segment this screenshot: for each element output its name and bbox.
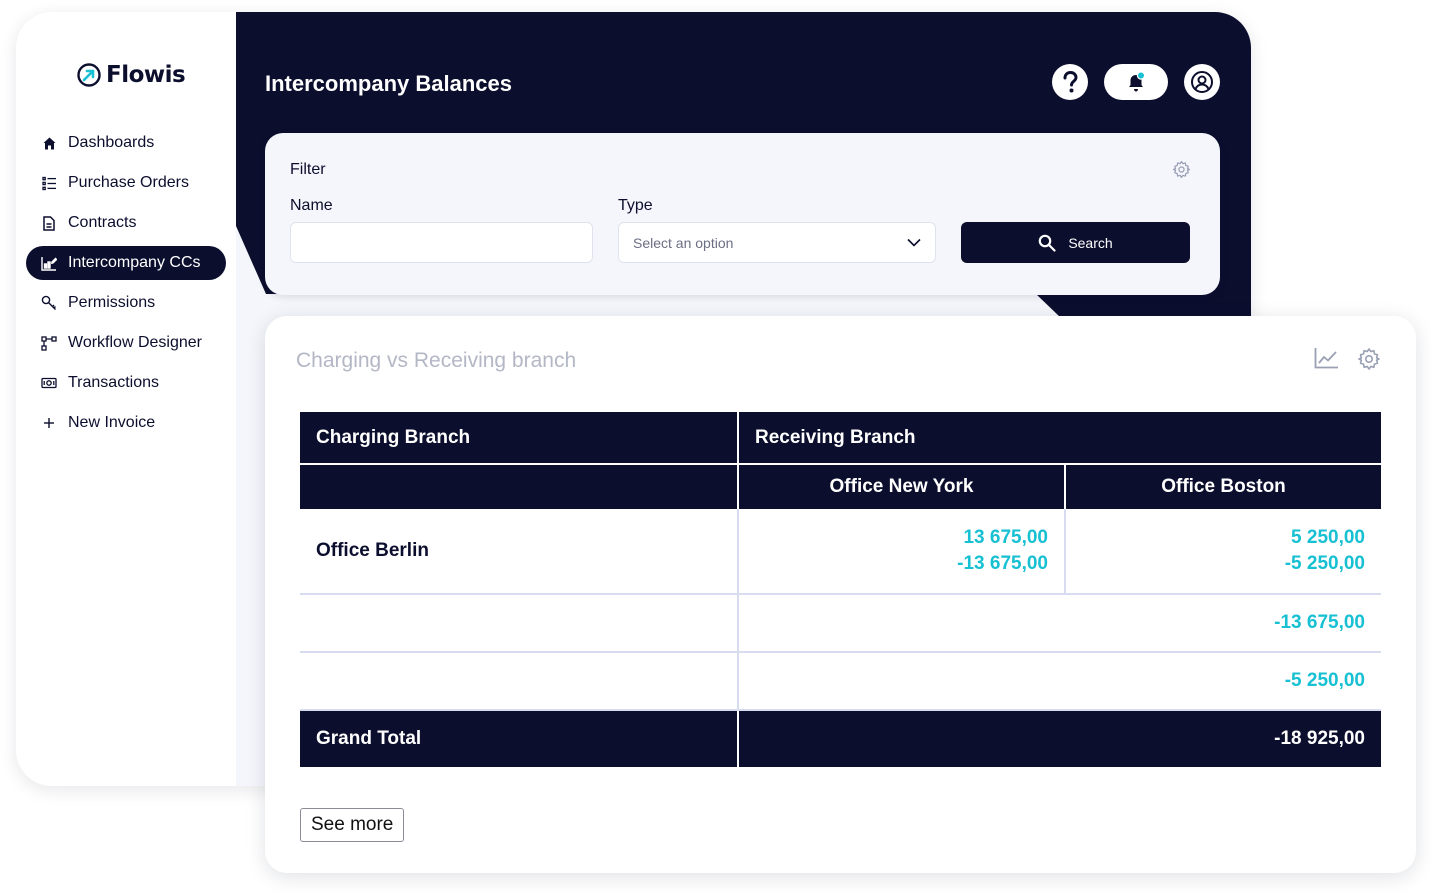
name-label: Name xyxy=(290,197,333,214)
name-input[interactable] xyxy=(290,222,593,263)
empty-cell xyxy=(300,594,738,653)
page-title: Intercompany Balances xyxy=(265,71,512,96)
table-row: -5 250,00 xyxy=(300,652,1381,711)
money-icon xyxy=(41,375,57,391)
filter-settings-gear-icon[interactable] xyxy=(1172,160,1191,179)
sidebar-item-label: Permissions xyxy=(68,294,156,311)
sidebar-item-dashboards[interactable]: Dashboards xyxy=(26,126,226,160)
cell-value: -5 250,00 xyxy=(1284,553,1365,574)
sidebar-item-intercompany-ccs[interactable]: Intercompany CCs xyxy=(26,246,226,280)
notification-bell-icon xyxy=(1129,71,1146,92)
search-button-label: Search xyxy=(1068,234,1113,251)
cell-value: 13 675,00 xyxy=(963,527,1048,548)
home-icon xyxy=(41,135,57,151)
search-icon xyxy=(1039,234,1056,252)
cell-value: 5 250,00 xyxy=(1291,527,1365,548)
user-avatar-icon xyxy=(1191,71,1213,93)
search-button[interactable]: Search xyxy=(961,222,1190,263)
table-subheader-row: Office New York Office Boston xyxy=(300,463,1381,509)
notifications-button[interactable] xyxy=(1104,64,1168,100)
report-card: Charging vs Receiving branch Charging Br… xyxy=(265,316,1416,873)
help-icon xyxy=(1063,70,1078,93)
plus-icon xyxy=(41,415,57,431)
table-row: -13 675,00 xyxy=(300,594,1381,653)
sidebar-item-label: Workflow Designer xyxy=(68,334,202,351)
subtotal-cell: -13 675,00 xyxy=(737,594,1381,653)
grand-total-label: Grand Total xyxy=(300,710,738,767)
sidebar-item-label: Transactions xyxy=(68,374,159,391)
sidebar-item-label: Intercompany CCs xyxy=(68,254,201,271)
sidebar-item-permissions[interactable]: Permissions xyxy=(26,286,226,320)
charging-branch-header: Charging Branch xyxy=(300,412,738,464)
balances-table: Charging Branch Receiving Branch Office … xyxy=(300,412,1381,767)
table-row: Office Berlin 13 675,00 -13 675,00 5 250… xyxy=(300,509,1381,595)
report-title: Charging vs Receiving branch xyxy=(296,349,577,372)
sidebar-item-contracts[interactable]: Contracts xyxy=(26,206,226,240)
table-header-row: Charging Branch Receiving Branch xyxy=(300,412,1381,464)
sidebar-item-label: New Invoice xyxy=(68,414,156,431)
profile-button[interactable] xyxy=(1184,64,1220,100)
type-select[interactable]: Select an option xyxy=(618,222,936,263)
sidebar-item-label: Dashboards xyxy=(68,134,155,151)
list-icon xyxy=(41,175,57,191)
grand-total-row: Grand Total -18 925,00 xyxy=(300,710,1381,767)
chart-edit-icon xyxy=(41,255,57,271)
cell-boston: 5 250,00 -5 250,00 xyxy=(1064,509,1381,595)
column-header-office-new-york: Office New York xyxy=(737,463,1065,509)
row-label-office-berlin: Office Berlin xyxy=(300,509,738,595)
line-chart-icon[interactable] xyxy=(1314,347,1339,369)
subtotal-cell: -5 250,00 xyxy=(737,652,1381,711)
sidebar-item-label: Purchase Orders xyxy=(68,174,189,191)
cell-new-york: 13 675,00 -13 675,00 xyxy=(737,509,1065,595)
sidebar-nav: Dashboards Purchase Orders Contracts xyxy=(26,126,226,446)
sidebar-item-label: Contracts xyxy=(68,214,137,231)
workflow-icon xyxy=(41,335,57,351)
brand-name: Flowis xyxy=(106,62,186,88)
sidebar-item-new-invoice[interactable]: New Invoice xyxy=(26,406,226,440)
cell-value: -13 675,00 xyxy=(957,553,1048,574)
sidebar-item-transactions[interactable]: Transactions xyxy=(26,366,226,400)
type-label: Type xyxy=(618,197,653,214)
see-more-button[interactable]: See more xyxy=(300,808,405,842)
flowis-logo-icon xyxy=(77,63,101,87)
sidebar-item-workflow-designer[interactable]: Workflow Designer xyxy=(26,326,226,360)
help-button[interactable] xyxy=(1052,64,1088,100)
chevron-down-icon xyxy=(907,238,921,247)
logo[interactable]: Flowis xyxy=(76,62,186,88)
receiving-branch-header: Receiving Branch xyxy=(737,412,1381,464)
filter-title: Filter xyxy=(290,161,326,178)
document-icon xyxy=(41,215,57,231)
empty-cell xyxy=(300,652,738,711)
filter-panel: Filter Name Type Select an option Search xyxy=(265,133,1220,295)
grand-total-value: -18 925,00 xyxy=(737,710,1381,767)
key-icon xyxy=(41,295,57,311)
report-toolbar xyxy=(1314,347,1381,371)
empty-header-cell xyxy=(300,463,738,509)
column-header-office-boston: Office Boston xyxy=(1064,463,1381,509)
type-select-placeholder: Select an option xyxy=(633,234,734,251)
sidebar: Flowis Dashboards Purchase Orders xyxy=(16,12,236,786)
report-settings-gear-icon[interactable] xyxy=(1357,347,1381,371)
sidebar-item-purchase-orders[interactable]: Purchase Orders xyxy=(26,166,226,200)
